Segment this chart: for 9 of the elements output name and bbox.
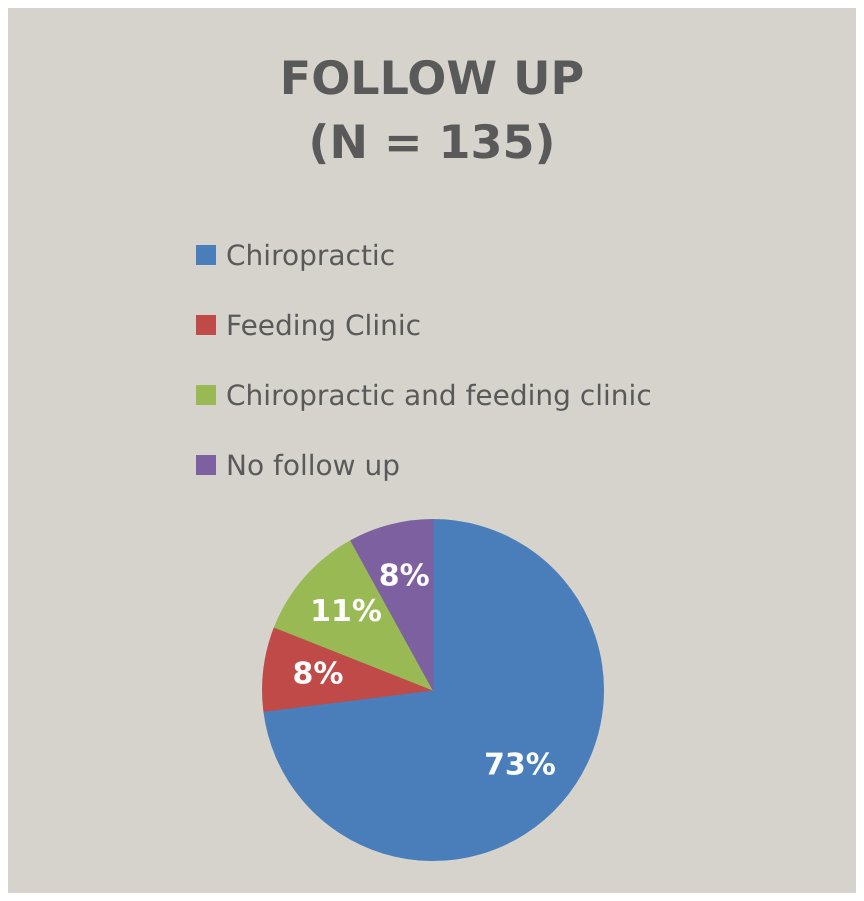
legend-label: Feeding Clinic [226,308,422,342]
chart-title: FOLLOW UP (N = 135) [278,50,586,171]
data-label: 73% [484,747,556,782]
legend-label: Chiropractic and feeding clinic [226,378,652,412]
data-label: 11% [310,594,382,630]
data-label: 8% [292,656,344,692]
legend-label: Chiropractic [226,238,396,272]
legend-label: No follow up [226,448,400,482]
data-label: 8% [378,558,430,594]
